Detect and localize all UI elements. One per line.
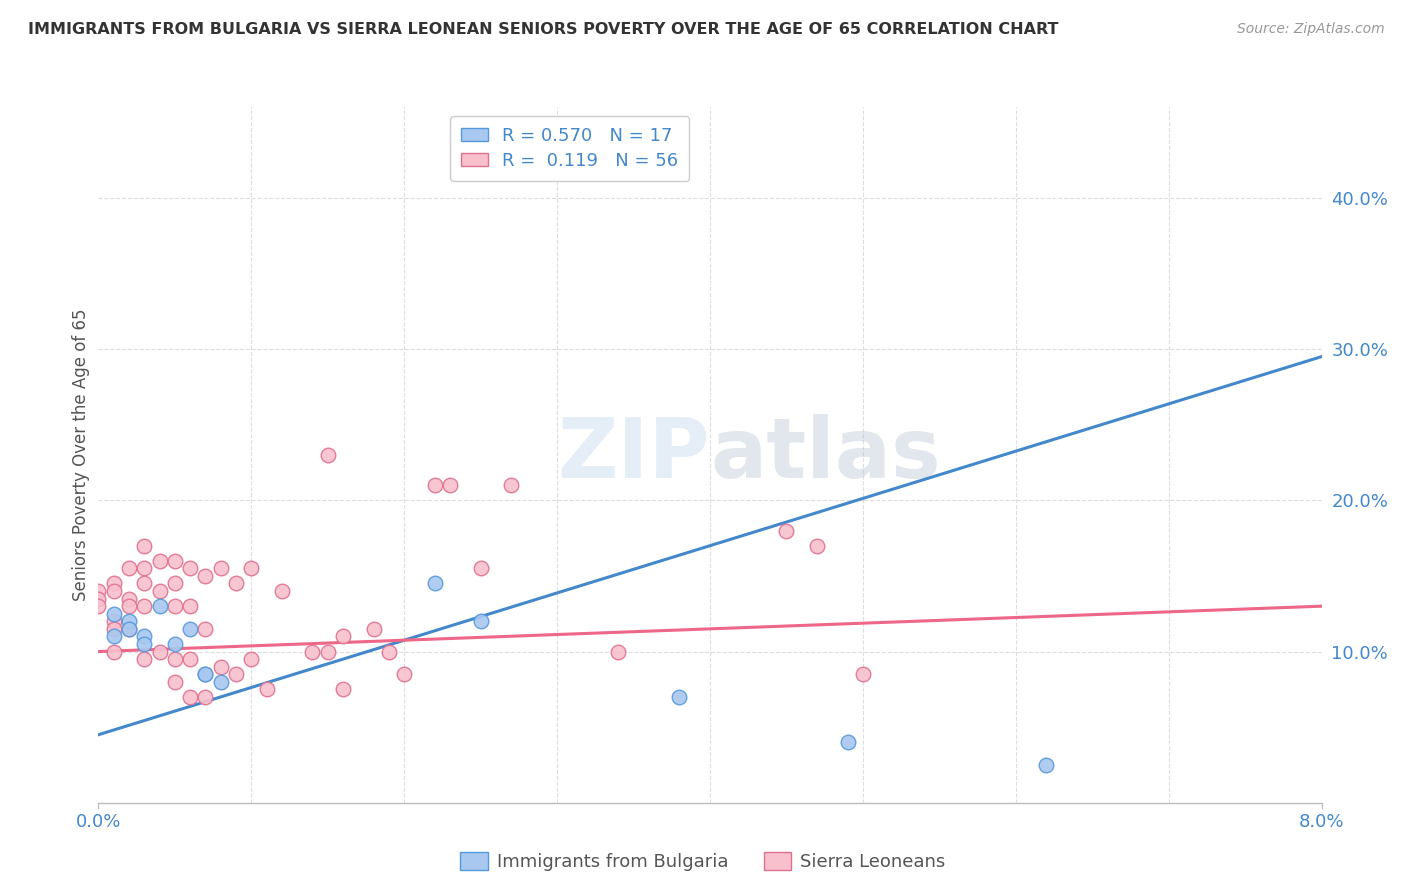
Point: [163, 637, 186, 651]
Point: [316, 644, 339, 658]
Point: [103, 576, 125, 591]
Point: [179, 690, 201, 704]
Point: [163, 674, 186, 689]
Point: [837, 735, 859, 749]
Point: [668, 690, 690, 704]
Legend: R = 0.570   N = 17, R =  0.119   N = 56: R = 0.570 N = 17, R = 0.119 N = 56: [450, 116, 689, 181]
Point: [118, 599, 141, 614]
Point: [194, 667, 217, 681]
Point: [775, 524, 797, 538]
Point: [363, 622, 385, 636]
Text: atlas: atlas: [710, 415, 941, 495]
Point: [118, 615, 141, 629]
Point: [149, 584, 172, 599]
Point: [806, 539, 828, 553]
Point: [316, 448, 339, 462]
Point: [163, 652, 186, 666]
Point: [332, 682, 354, 697]
Point: [103, 629, 125, 643]
Point: [118, 591, 141, 606]
Point: [225, 576, 247, 591]
Point: [240, 652, 263, 666]
Point: [163, 599, 186, 614]
Point: [87, 591, 110, 606]
Point: [103, 607, 125, 621]
Text: IMMIGRANTS FROM BULGARIA VS SIERRA LEONEAN SENIORS POVERTY OVER THE AGE OF 65 CO: IMMIGRANTS FROM BULGARIA VS SIERRA LEONE…: [28, 22, 1059, 37]
Point: [103, 615, 125, 629]
Point: [378, 644, 401, 658]
Point: [332, 629, 354, 643]
Point: [149, 644, 172, 658]
Point: [134, 561, 156, 575]
Point: [209, 561, 232, 575]
Point: [194, 622, 217, 636]
Point: [392, 667, 416, 681]
Point: [103, 644, 125, 658]
Point: [134, 599, 156, 614]
Point: [87, 599, 110, 614]
Point: [501, 478, 523, 492]
Point: [256, 682, 278, 697]
Point: [118, 561, 141, 575]
Point: [225, 667, 247, 681]
Point: [179, 599, 201, 614]
Point: [470, 615, 492, 629]
Point: [118, 622, 141, 636]
Point: [87, 584, 110, 599]
Point: [240, 561, 263, 575]
Point: [179, 652, 201, 666]
Point: [118, 622, 141, 636]
Point: [470, 561, 492, 575]
Point: [607, 644, 630, 658]
Point: [1035, 758, 1057, 772]
Point: [179, 561, 201, 575]
Y-axis label: Seniors Poverty Over the Age of 65: Seniors Poverty Over the Age of 65: [72, 309, 90, 601]
Legend: Immigrants from Bulgaria, Sierra Leoneans: Immigrants from Bulgaria, Sierra Leonean…: [453, 845, 953, 879]
Point: [209, 659, 232, 673]
Point: [149, 554, 172, 568]
Point: [134, 637, 156, 651]
Point: [423, 478, 446, 492]
Point: [439, 478, 461, 492]
Point: [179, 622, 201, 636]
Point: [423, 576, 446, 591]
Point: [194, 667, 217, 681]
Point: [209, 674, 232, 689]
Point: [852, 667, 875, 681]
Point: [103, 584, 125, 599]
Point: [163, 576, 186, 591]
Text: ZIP: ZIP: [558, 415, 710, 495]
Point: [163, 554, 186, 568]
Point: [149, 599, 172, 614]
Point: [134, 629, 156, 643]
Point: [134, 652, 156, 666]
Point: [270, 584, 294, 599]
Point: [194, 569, 217, 583]
Point: [134, 576, 156, 591]
Point: [134, 539, 156, 553]
Point: [194, 690, 217, 704]
Point: [103, 622, 125, 636]
Point: [301, 644, 323, 658]
Text: Source: ZipAtlas.com: Source: ZipAtlas.com: [1237, 22, 1385, 37]
